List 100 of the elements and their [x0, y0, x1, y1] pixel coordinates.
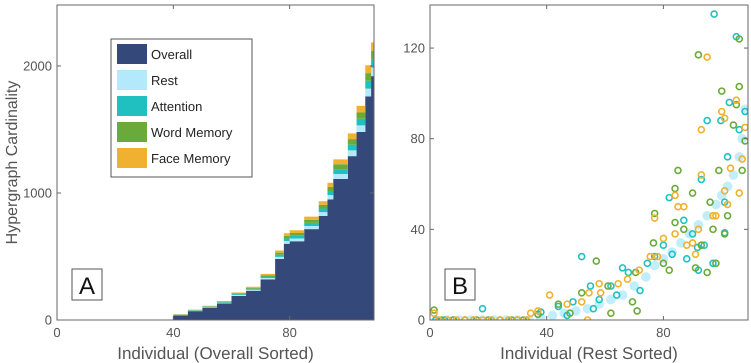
point [650, 252, 658, 260]
point [735, 189, 744, 197]
point [709, 212, 717, 220]
point [717, 116, 725, 124]
point [724, 200, 732, 208]
point [700, 241, 708, 250]
point [595, 280, 604, 288]
point [660, 234, 668, 242]
y-tick-label: 2000 [23, 58, 52, 74]
point [724, 212, 732, 220]
point [578, 252, 586, 260]
point [732, 100, 740, 109]
point [698, 176, 706, 184]
point [694, 226, 702, 234]
y-axis-title: Hypergraph Cardinality [4, 80, 21, 244]
point [674, 166, 682, 174]
point [660, 241, 668, 250]
point [534, 307, 542, 315]
point [710, 10, 718, 18]
point [730, 121, 738, 129]
point [665, 194, 674, 202]
point [590, 304, 598, 312]
point [688, 230, 696, 238]
point [741, 137, 748, 145]
point [614, 280, 622, 288]
point [680, 202, 688, 210]
point [624, 268, 632, 276]
point [578, 289, 586, 297]
point [607, 309, 615, 317]
point [735, 35, 744, 43]
point [694, 51, 702, 59]
point [586, 282, 594, 290]
point [741, 124, 748, 132]
point [682, 255, 691, 263]
point [585, 289, 593, 297]
x-axis-title: Individual (Rest Sorted) [500, 344, 678, 363]
point [636, 286, 644, 294]
point [618, 264, 626, 272]
point [728, 170, 738, 180]
point [694, 244, 702, 252]
point [738, 155, 746, 163]
point [726, 98, 734, 106]
point [569, 298, 577, 306]
point [741, 108, 748, 116]
y-tick-label: 40 [410, 222, 425, 237]
point [732, 32, 740, 41]
point [632, 268, 640, 276]
point [720, 187, 728, 195]
legend-label: Face Memory [151, 151, 231, 166]
point [738, 166, 746, 174]
point [650, 214, 658, 222]
point [735, 82, 744, 90]
point [537, 308, 545, 316]
point [635, 266, 643, 274]
point [612, 291, 621, 299]
point [688, 189, 696, 197]
x-tick-label: 40 [166, 325, 181, 340]
point [715, 166, 723, 174]
point [703, 53, 711, 61]
point [548, 310, 558, 320]
y-tick-label: 0 [44, 312, 52, 328]
x-tick-label: 80 [656, 325, 671, 340]
point [430, 309, 438, 317]
point [660, 260, 668, 268]
y-tick-label: 1000 [23, 185, 52, 200]
point [629, 281, 640, 291]
point [674, 202, 682, 210]
point [720, 114, 728, 122]
point [566, 309, 574, 317]
y-tick-label: 120 [403, 40, 425, 56]
point [430, 306, 438, 314]
legend-label: Word Memory [151, 125, 233, 140]
point [694, 266, 702, 274]
point [596, 289, 604, 297]
point [554, 302, 562, 310]
point [650, 239, 658, 247]
point [692, 264, 700, 272]
point [546, 291, 554, 299]
point [606, 294, 616, 304]
point [654, 252, 662, 260]
legend-label: Rest [151, 73, 178, 88]
point [665, 266, 674, 274]
point [624, 275, 632, 284]
point [720, 198, 728, 206]
point [668, 250, 676, 258]
point [709, 260, 717, 268]
point [712, 260, 720, 268]
point [592, 257, 600, 265]
point [641, 272, 651, 282]
x-tick-label: 40 [539, 325, 554, 340]
legend-label: Overall [151, 47, 192, 62]
point [554, 300, 562, 308]
point [692, 250, 700, 258]
legend-label: Attention [151, 99, 202, 114]
point [698, 171, 706, 179]
point [478, 304, 486, 312]
y-tick-label: 0 [418, 312, 425, 328]
point [680, 216, 688, 224]
point [698, 126, 706, 134]
point [726, 164, 734, 172]
